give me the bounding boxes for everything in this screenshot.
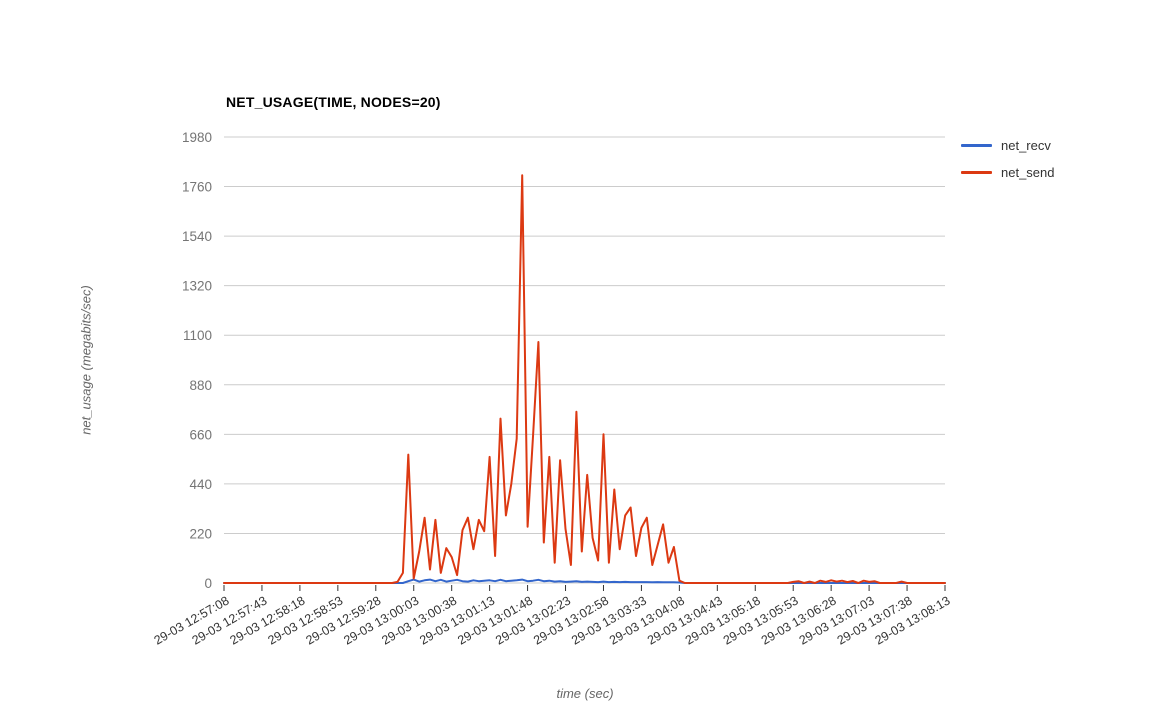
y-tick-label: 880	[189, 378, 212, 393]
y-tick-label: 660	[189, 427, 212, 442]
y-tick-label: 440	[189, 477, 212, 492]
x-axis-title: time (sec)	[556, 686, 614, 701]
y-tick-label: 1540	[182, 229, 212, 244]
net-send-line-swatch-icon	[961, 171, 992, 174]
x-axis-tick-marks	[223, 585, 946, 591]
legend-label-net-send: net_send	[1001, 165, 1055, 180]
legend-label-net-recv: net_recv	[1001, 138, 1051, 153]
y-tick-label: 1100	[183, 328, 212, 343]
net-recv-line-swatch-icon	[961, 144, 992, 147]
legend-item-net-recv: net_recv	[961, 132, 1055, 159]
y-tick-label: 1320	[182, 279, 212, 294]
y-axis-title: net_usage (megabits/sec)	[78, 285, 94, 435]
net-send-line	[223, 174, 946, 584]
data-series	[223, 174, 946, 584]
legend: net_recv net_send	[961, 132, 1055, 186]
legend-item-net-send: net_send	[961, 159, 1055, 186]
gridlines	[224, 136, 945, 584]
y-tick-label: 1760	[182, 180, 212, 195]
y-tick-label: 0	[204, 576, 212, 591]
chart-title: NET_USAGE(TIME, NODES=20)	[226, 94, 441, 110]
y-axis-tick-labels: 0 220 440 660 880 1100 1320 1540 1760 1980	[182, 130, 212, 591]
y-tick-label: 220	[189, 526, 212, 541]
y-tick-label: 1980	[182, 130, 212, 145]
